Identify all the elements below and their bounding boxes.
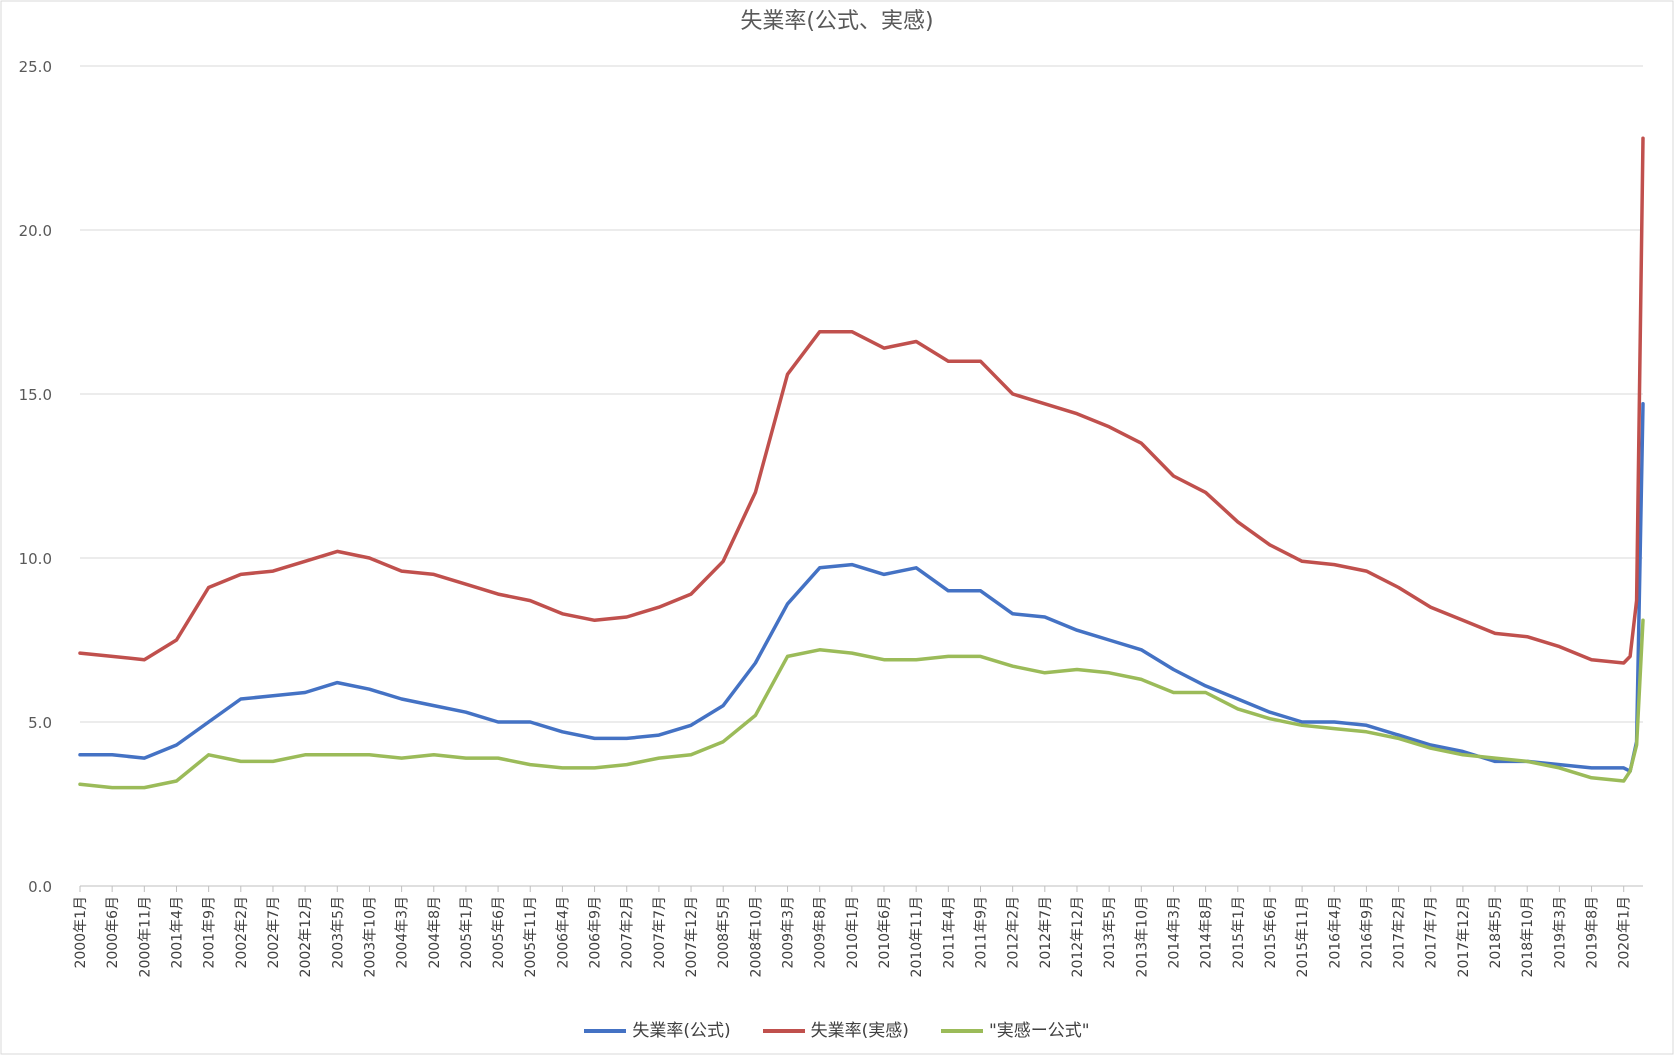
legend-label: 失業率(実感): [810, 1021, 909, 1041]
x-tick-label: 2011年9月: [973, 896, 989, 969]
series-line-1: [78, 402, 1645, 773]
legend-swatch: [584, 1029, 627, 1033]
x-tick-label: 2000年6月: [105, 896, 121, 969]
x-tick-label: 2008年5月: [716, 896, 732, 969]
x-tick-label: 2000年1月: [73, 896, 89, 969]
legend: 失業率(公式) 失業率(実感) "実感ー公式": [0, 1016, 1674, 1041]
x-tick-label: 2009年3月: [781, 896, 797, 969]
x-tick-label: 2015年11月: [1295, 896, 1311, 977]
x-tick-label: 2003年10月: [362, 896, 378, 977]
x-tick-label: 2017年2月: [1392, 896, 1408, 969]
x-tick-label: 2012年12月: [1070, 896, 1086, 977]
x-tick-label: 2016年4月: [1327, 896, 1343, 969]
x-tick-label: 2009年8月: [813, 896, 829, 969]
x-tick-label: 2018年10月: [1520, 896, 1536, 977]
x-tick-label: 2010年11月: [909, 896, 925, 977]
legend-item: "実感ー公式": [940, 1016, 1090, 1041]
x-tick-label: 2004年3月: [395, 896, 411, 969]
y-axis: 0.0 5.0 10.0 15.0 20.0 25.0: [19, 58, 52, 896]
x-tick-label: 2007年12月: [684, 896, 700, 977]
y-tick-label: 0.0: [28, 878, 52, 896]
x-tick-label: 2004年8月: [427, 896, 443, 969]
y-tick-label: 20.0: [19, 222, 52, 240]
x-tick-label: 2005年1月: [459, 896, 475, 969]
x-tick-label: 2007年2月: [620, 896, 636, 969]
x-tick-label: 2015年6月: [1263, 896, 1279, 969]
series-line-3: [78, 618, 1645, 790]
series-lines: [78, 136, 1645, 790]
y-tick-label: 25.0: [19, 58, 52, 76]
legend-label: 失業率(公式): [632, 1021, 731, 1041]
x-tick-label: 2019年3月: [1552, 896, 1568, 969]
x-tick-label: 2015年1月: [1231, 896, 1247, 969]
y-tick-label: 15.0: [19, 386, 52, 404]
x-tick-label: 2017年7月: [1424, 896, 1440, 969]
y-tick-label: 10.0: [19, 550, 52, 568]
x-tick-label: 2019年8月: [1585, 896, 1601, 969]
x-tick-label: 2014年8月: [1199, 896, 1215, 969]
x-tick-label: 2002年2月: [234, 896, 250, 969]
series-line-2: [78, 136, 1645, 665]
x-tick-label: 2011年4月: [941, 896, 957, 969]
legend-swatch: [762, 1029, 805, 1033]
y-tick-label: 5.0: [28, 714, 52, 732]
x-tick-label: 2020年1月: [1617, 896, 1633, 969]
x-axis: 2000年1月 2000年6月 2000年11月 2001年4月 2001年9月 2002…: [73, 885, 1643, 977]
legend-label: "実感ー公式": [988, 1021, 1090, 1041]
x-tick-label: 2005年6月: [491, 896, 507, 969]
x-tick-label: 2012年2月: [1006, 896, 1022, 969]
x-tick-label: 2010年1月: [845, 896, 861, 969]
legend-item: 失業率(実感): [762, 1016, 909, 1041]
gridlines: [80, 65, 1643, 723]
x-tick-label: 2001年4月: [169, 896, 185, 969]
x-tick-label: 2005年11月: [523, 896, 539, 977]
x-tick-label: 2001年9月: [202, 896, 218, 969]
x-tick-label: 2008年10月: [748, 896, 764, 977]
x-tick-label: 2002年7月: [266, 896, 282, 969]
x-tick-label: 2018年5月: [1488, 896, 1504, 969]
chart-title: 失業率(公式、実感): [740, 9, 933, 34]
x-tick-label: 2012年7月: [1038, 896, 1054, 969]
legend-item: 失業率(公式): [584, 1016, 731, 1041]
x-tick-label: 2003年5月: [330, 896, 346, 969]
x-tick-label: 2014年3月: [1166, 896, 1182, 969]
x-tick-label: 2010年6月: [877, 896, 893, 969]
x-tick-label: 2013年10月: [1134, 896, 1150, 977]
legend-swatch: [940, 1029, 983, 1033]
x-tick-label: 2007年7月: [652, 896, 668, 969]
x-tick-label: 2017年12月: [1456, 896, 1472, 977]
x-tick-label: 2002年12月: [298, 896, 314, 977]
x-tick-label: 2006年4月: [555, 896, 571, 969]
x-tick-label: 2013年5月: [1102, 896, 1118, 969]
x-tick-label: 2006年9月: [588, 896, 604, 969]
x-tick-label: 2000年11月: [137, 896, 153, 977]
x-tick-label: 2016年9月: [1359, 896, 1375, 969]
